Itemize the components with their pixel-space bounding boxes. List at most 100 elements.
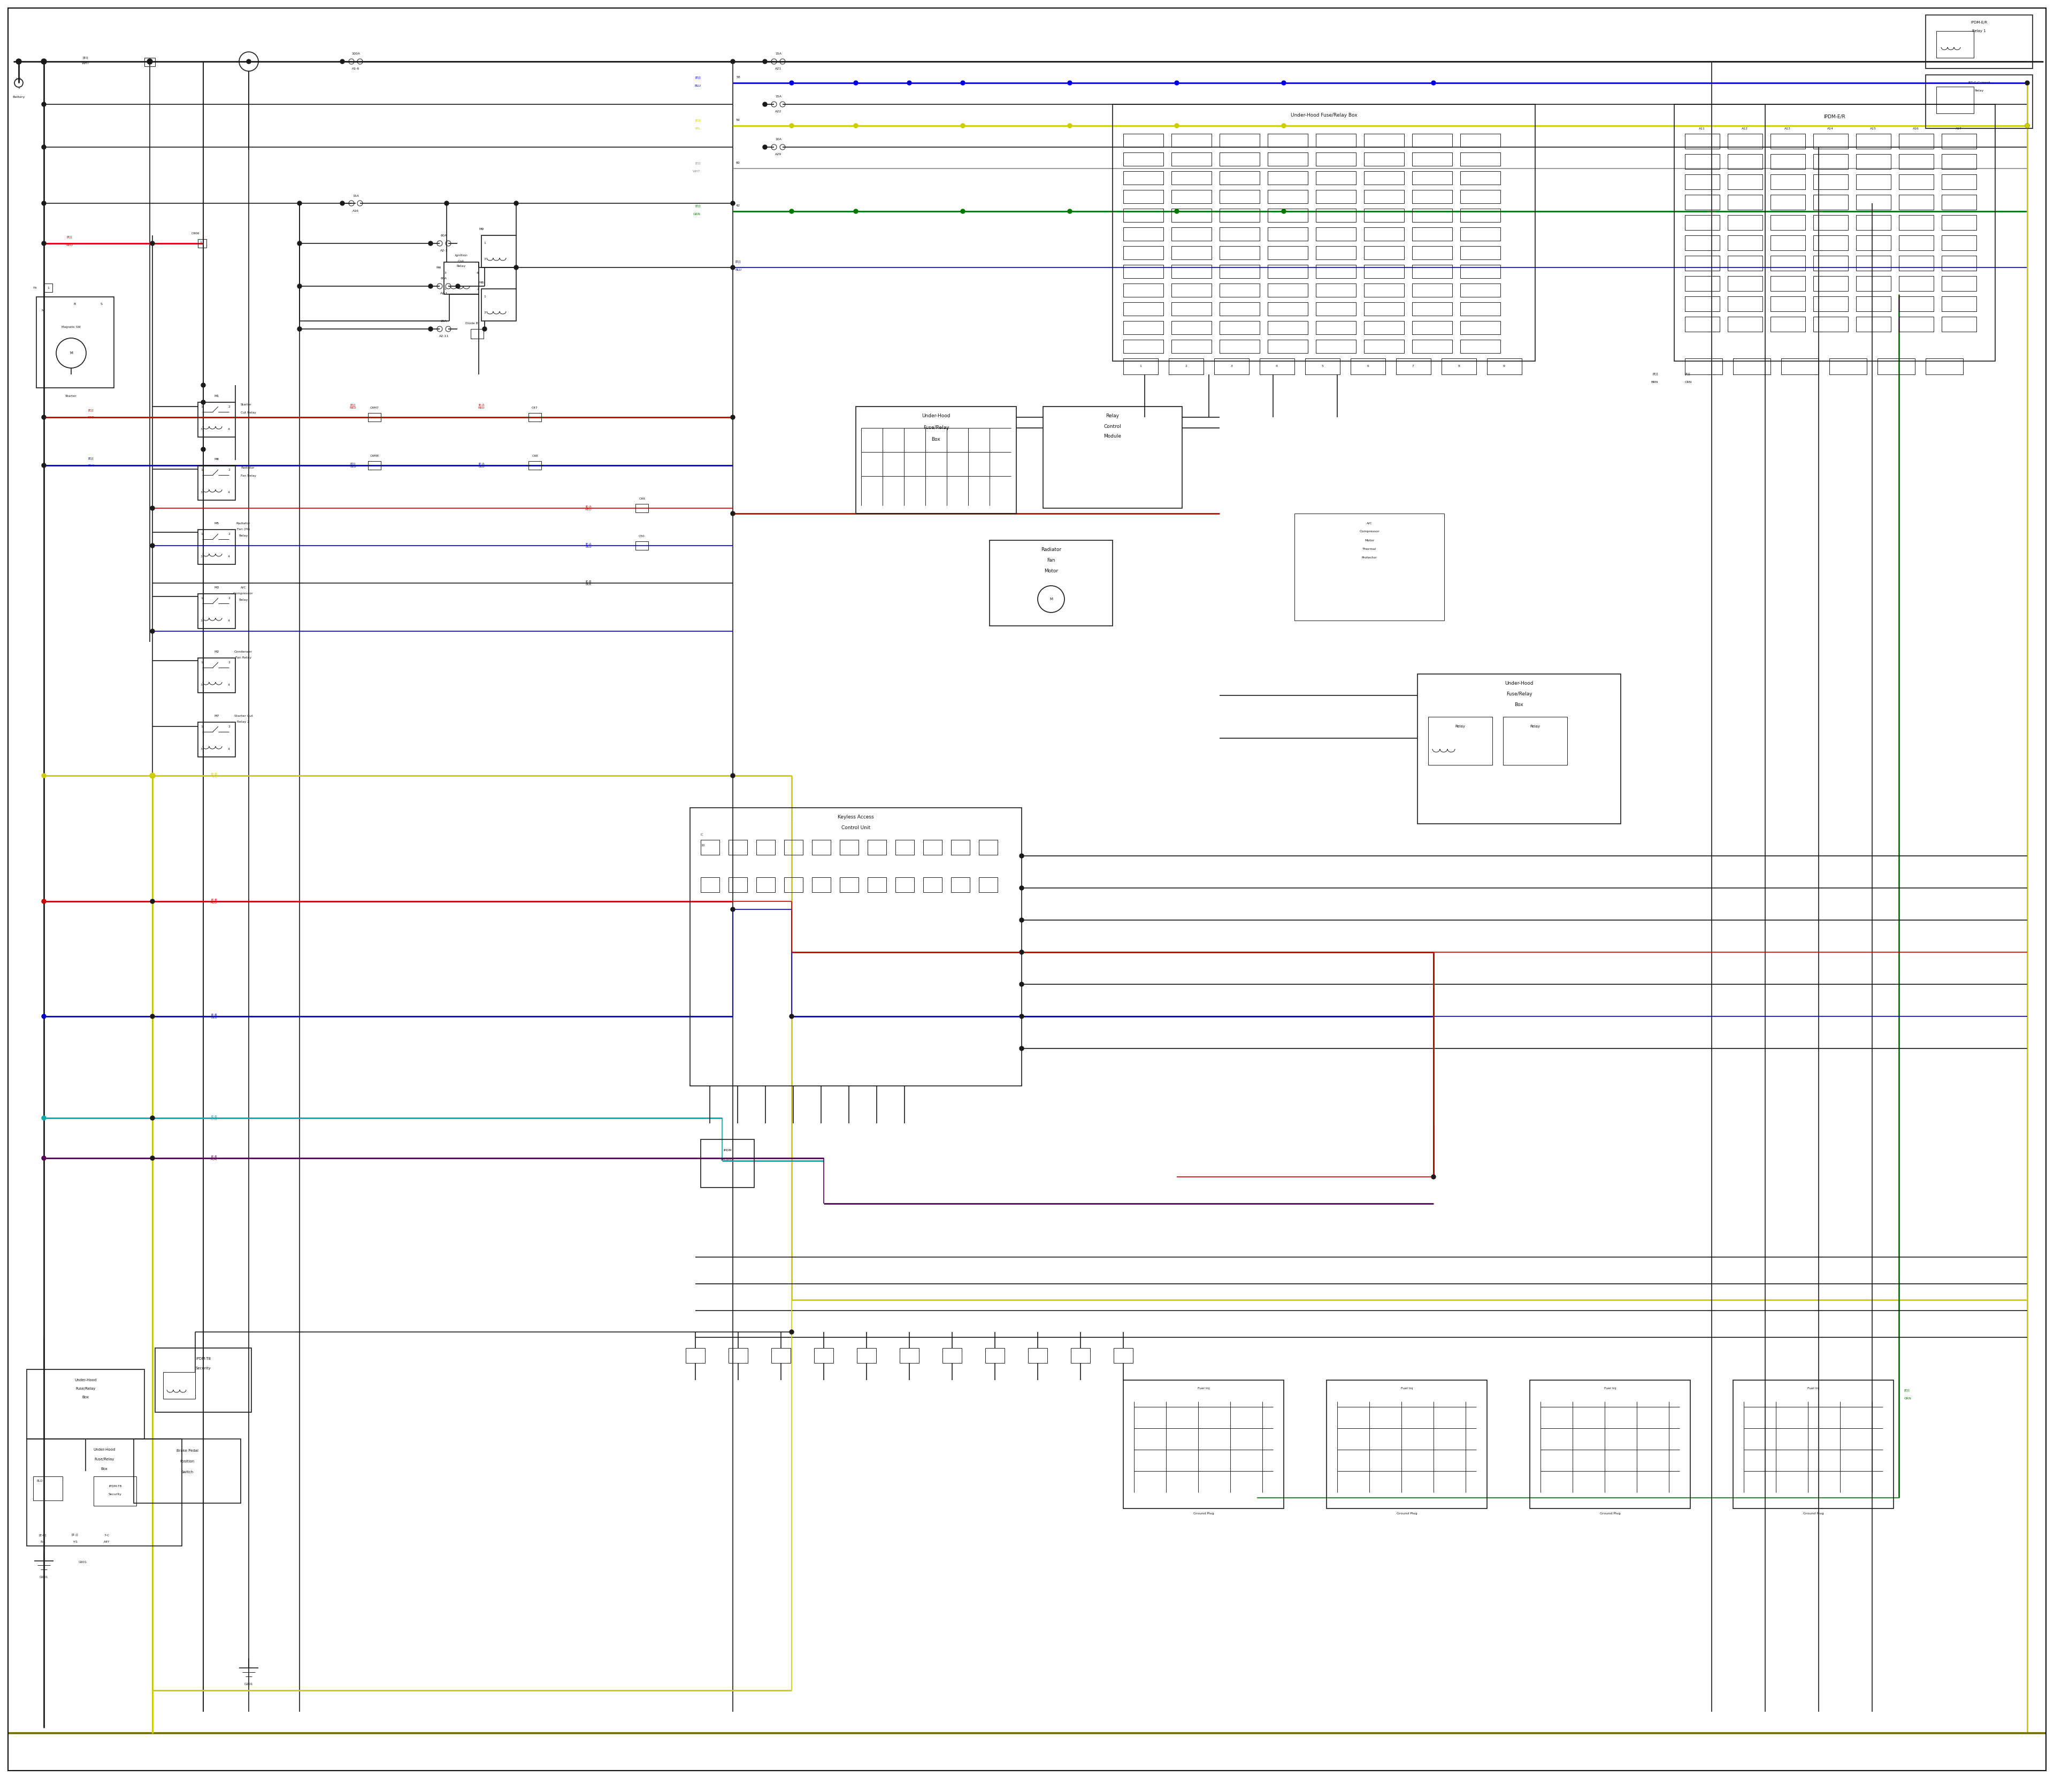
Bar xyxy=(43,283,53,292)
Bar xyxy=(1352,358,1384,375)
Bar xyxy=(1124,228,1163,240)
Bar xyxy=(1814,195,1849,210)
Text: Relay 2: Relay 2 xyxy=(236,720,251,724)
Bar xyxy=(1734,358,1771,375)
Text: Compressor: Compressor xyxy=(234,593,253,595)
Bar xyxy=(1684,215,1719,229)
Bar xyxy=(470,330,483,339)
Bar xyxy=(1898,296,1933,312)
Bar xyxy=(1898,276,1933,290)
Bar xyxy=(729,878,748,892)
Text: Box: Box xyxy=(82,1396,88,1400)
Text: 1: 1 xyxy=(199,240,201,244)
Text: Radiator: Radiator xyxy=(1041,548,1062,552)
Bar xyxy=(1113,104,1534,360)
Circle shape xyxy=(298,326,302,332)
Bar xyxy=(980,878,998,892)
Bar xyxy=(1460,340,1499,353)
Bar xyxy=(1317,152,1356,167)
Circle shape xyxy=(41,145,45,149)
Bar xyxy=(1171,246,1212,260)
Circle shape xyxy=(150,774,154,778)
Circle shape xyxy=(1068,81,1072,84)
Bar xyxy=(1364,134,1405,147)
Circle shape xyxy=(41,900,45,903)
Bar xyxy=(1267,190,1308,202)
Bar xyxy=(1727,154,1762,168)
Circle shape xyxy=(1282,124,1286,127)
Bar xyxy=(1428,717,1493,765)
Text: 2: 2 xyxy=(1185,366,1187,367)
Circle shape xyxy=(41,464,45,468)
Bar xyxy=(1927,14,2033,68)
Circle shape xyxy=(41,416,45,419)
Bar xyxy=(1220,152,1259,167)
Circle shape xyxy=(41,774,45,778)
Text: A22: A22 xyxy=(774,111,783,113)
Text: BLU: BLU xyxy=(694,84,700,88)
Bar xyxy=(1814,235,1849,251)
Text: GRN: GRN xyxy=(694,213,700,215)
Text: M: M xyxy=(1050,597,1052,600)
Bar xyxy=(1259,358,1294,375)
Bar xyxy=(368,412,380,421)
Bar xyxy=(1771,296,1805,312)
Text: Ground Plug: Ground Plug xyxy=(1803,1512,1824,1516)
Bar xyxy=(27,1439,183,1546)
Text: WHT: WHT xyxy=(82,61,90,65)
Bar xyxy=(1171,134,1212,147)
Text: T4: T4 xyxy=(33,287,37,289)
Bar xyxy=(197,530,236,564)
Bar xyxy=(1460,228,1499,240)
Bar xyxy=(1267,340,1308,353)
Bar xyxy=(813,1348,834,1364)
Text: Motor: Motor xyxy=(1364,539,1374,541)
Text: Radiator: Radiator xyxy=(240,466,255,470)
Bar xyxy=(700,878,719,892)
Text: IE-A
RED: IE-A RED xyxy=(585,505,592,511)
Circle shape xyxy=(731,201,735,206)
Circle shape xyxy=(456,285,460,289)
Bar xyxy=(1857,235,1892,251)
Circle shape xyxy=(150,242,154,246)
Circle shape xyxy=(41,59,47,65)
Bar xyxy=(686,1348,705,1364)
Bar xyxy=(1304,358,1339,375)
Text: Keyless Access: Keyless Access xyxy=(838,815,873,819)
Text: A/C: A/C xyxy=(1366,521,1372,525)
Bar xyxy=(986,1348,1004,1364)
Bar xyxy=(690,808,1021,1086)
Circle shape xyxy=(762,145,766,149)
Bar xyxy=(1171,172,1212,185)
Text: IE-A
BLU: IE-A BLU xyxy=(585,543,592,548)
Bar xyxy=(1413,228,1452,240)
Circle shape xyxy=(41,242,45,246)
Bar xyxy=(1413,172,1452,185)
Bar xyxy=(729,1348,748,1364)
Circle shape xyxy=(762,102,766,106)
Bar xyxy=(1898,215,1933,229)
Bar xyxy=(700,1140,754,1188)
Text: Under-Hood Fuse/Relay Box: Under-Hood Fuse/Relay Box xyxy=(1290,113,1358,118)
Bar xyxy=(1124,283,1163,297)
Bar xyxy=(1771,215,1805,229)
Bar xyxy=(943,1348,961,1364)
Bar xyxy=(756,878,774,892)
Text: [EJ]: [EJ] xyxy=(694,204,700,208)
Text: A11: A11 xyxy=(1699,127,1705,129)
Bar xyxy=(1941,276,1976,290)
Bar xyxy=(156,1348,251,1412)
Bar xyxy=(1927,75,2033,129)
Bar xyxy=(857,1348,877,1364)
Circle shape xyxy=(731,511,735,516)
Bar xyxy=(1364,321,1405,335)
Bar xyxy=(1364,208,1405,222)
Text: Magnetic SW: Magnetic SW xyxy=(62,326,80,328)
Circle shape xyxy=(429,326,433,332)
Text: IE-B
RED: IE-B RED xyxy=(212,898,218,905)
Bar xyxy=(1684,256,1719,271)
Text: Switch: Switch xyxy=(181,1471,193,1473)
Text: [EJ]
BLU: [EJ] BLU xyxy=(349,462,355,468)
Bar xyxy=(1781,358,1818,375)
Bar xyxy=(144,57,156,66)
